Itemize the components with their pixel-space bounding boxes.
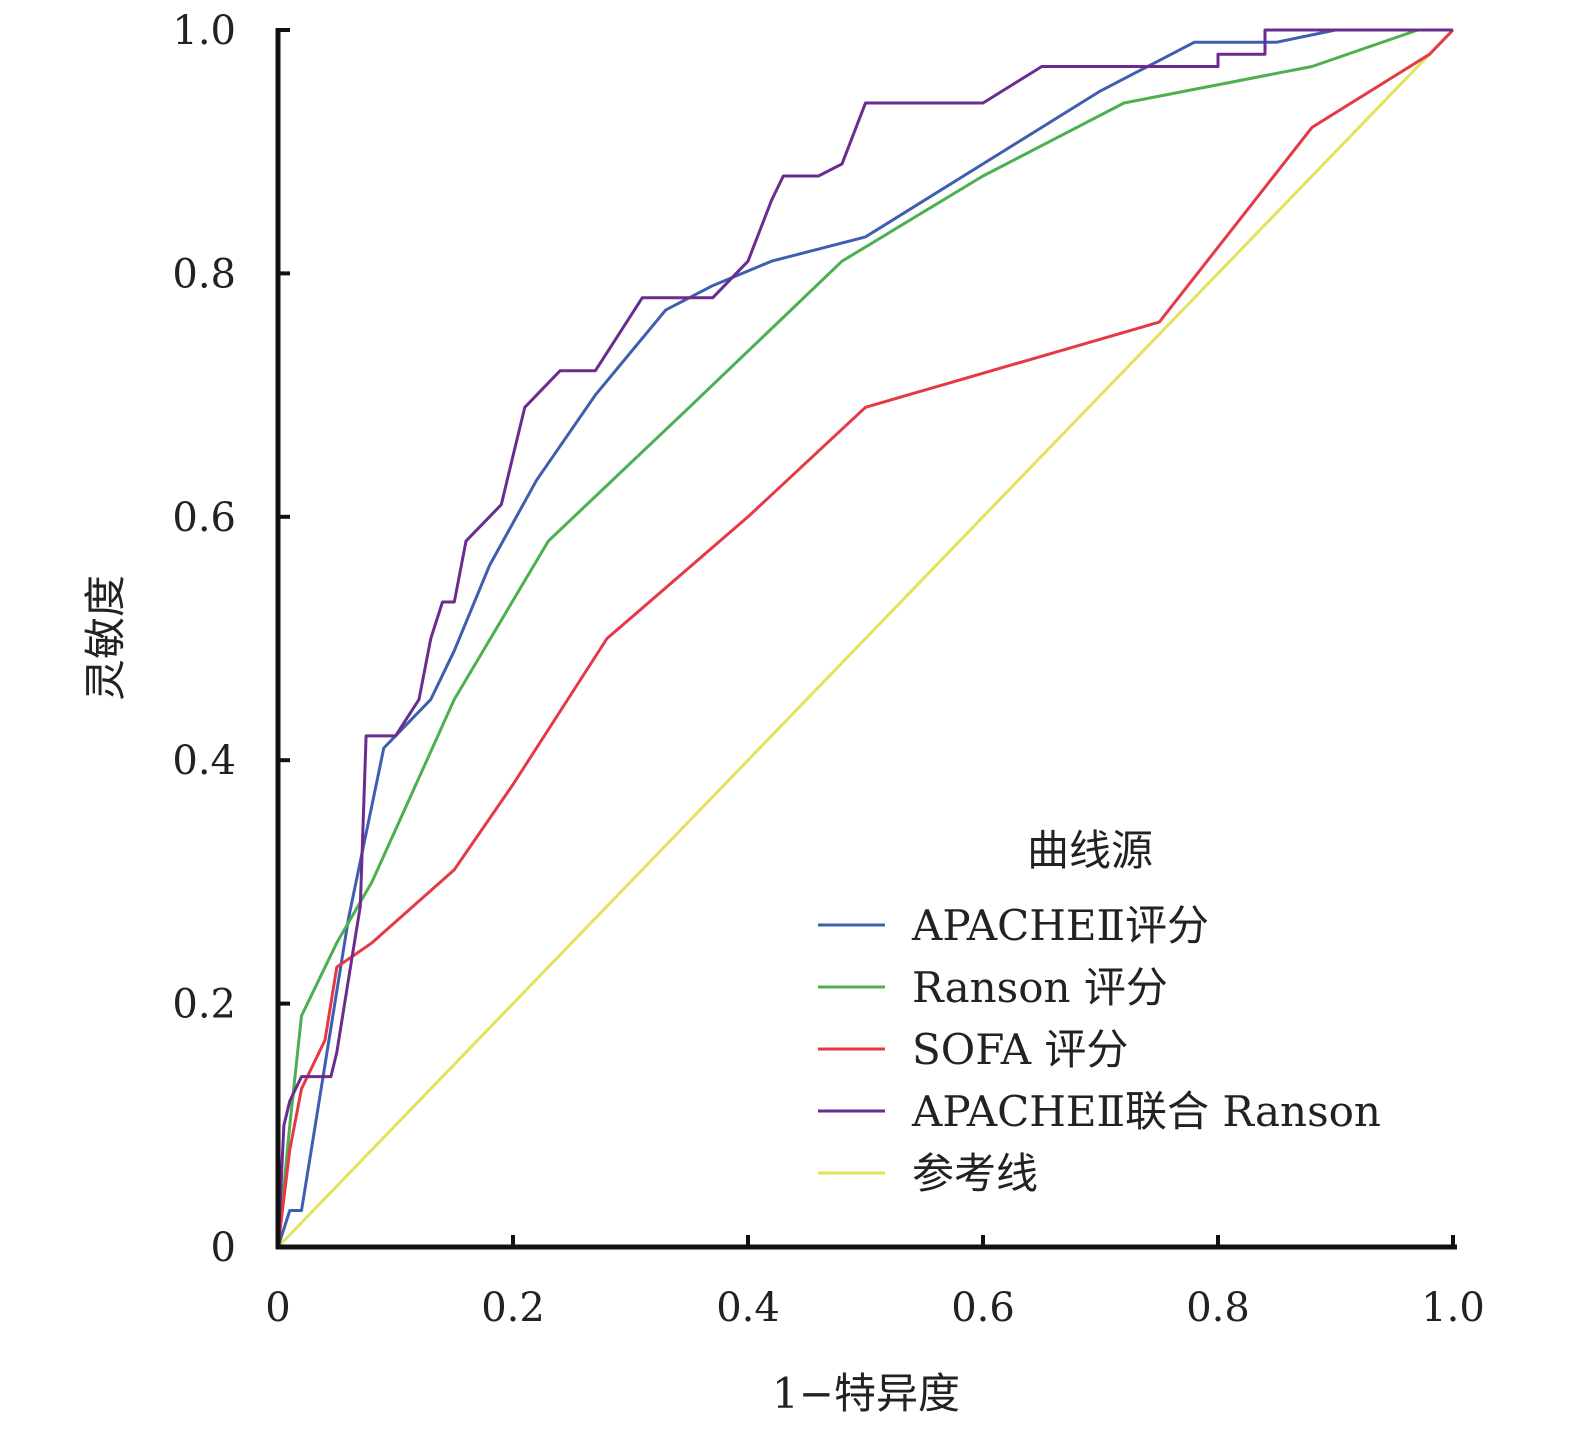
x-tick-label-2: 0.4 <box>716 1285 780 1331</box>
x-tick-label-4: 0.8 <box>1186 1285 1250 1331</box>
legend-label-3: APACHEⅡ联合 Ranson <box>911 1087 1381 1136</box>
x-tick-label-3: 0.6 <box>951 1285 1015 1331</box>
series-line-4 <box>276 28 1455 1249</box>
legend-label-2: SOFA 评分 <box>912 1025 1128 1074</box>
axes-layer <box>275 28 1457 1250</box>
y-tick-label-1: 0.2 <box>172 982 236 1028</box>
x-tick-label-5: 1.0 <box>1421 1285 1485 1331</box>
legend-label-0: APACHEⅡ评分 <box>911 901 1209 950</box>
y-tick-layer: 0 0.2 0.4 0.6 0.8 1.0 <box>172 8 290 1271</box>
y-tick-label-5: 1.0 <box>172 8 236 54</box>
x-tick-layer: 0 0.2 0.4 0.6 0.8 1.0 <box>265 1235 1485 1331</box>
legend-items: APACHEⅡ评分 Ranson 评分 SOFA 评分 APACHEⅡ联合 Ranso… <box>818 901 1381 1198</box>
series-layer <box>276 28 1455 1249</box>
y-tick-label-4: 0.8 <box>172 251 236 297</box>
legend: 曲线源 APACHEⅡ评分 Ranson 评分 SOFA 评分 APACHEⅡ联合 R… <box>818 826 1381 1198</box>
x-tick-label-1: 0.2 <box>481 1285 545 1331</box>
x-tick-label-0: 0 <box>265 1285 290 1331</box>
y-axis-title: 灵敏度 <box>81 575 130 701</box>
series-line-2 <box>276 28 1455 1248</box>
y-tick-label-3: 0.6 <box>172 495 236 541</box>
x-axis-title: 1−特异度 <box>772 1369 960 1418</box>
legend-label-4: 参考线 <box>912 1149 1038 1198</box>
y-tick-label-2: 0.4 <box>172 738 236 784</box>
y-tick-label-0: 0 <box>211 1225 236 1271</box>
series-line-1 <box>276 28 1453 1248</box>
legend-label-1: Ranson 评分 <box>912 963 1168 1012</box>
legend-title: 曲线源 <box>1027 826 1153 875</box>
series-line-3 <box>276 28 1453 1248</box>
